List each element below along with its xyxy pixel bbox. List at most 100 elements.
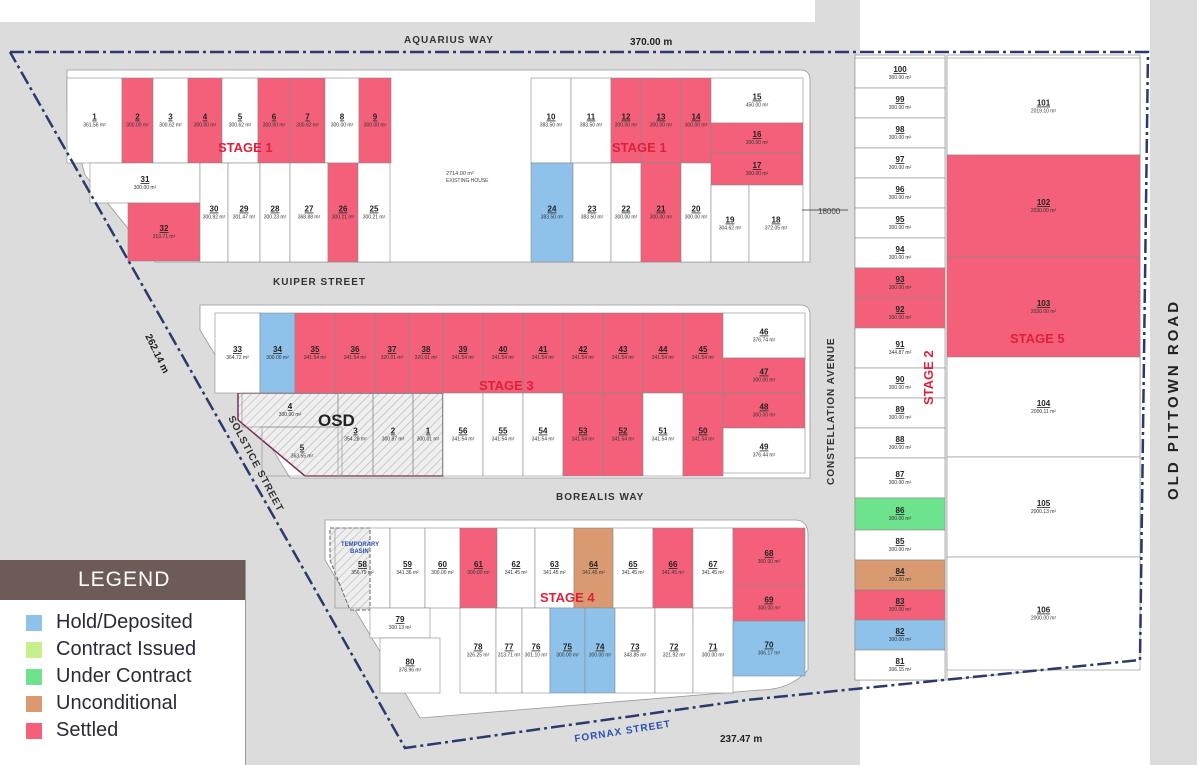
lot-shape[interactable] — [549, 607, 586, 694]
lot-shape[interactable] — [521, 607, 551, 694]
lot-shape[interactable] — [610, 162, 642, 263]
lot-shape[interactable] — [682, 392, 724, 477]
lot-shape[interactable] — [459, 607, 497, 694]
lot-shape[interactable] — [732, 527, 806, 587]
lot-shape[interactable] — [854, 117, 946, 149]
lot-shape[interactable] — [854, 559, 946, 591]
lot-shape[interactable] — [374, 312, 410, 394]
lot-shape[interactable] — [642, 392, 684, 477]
lot-shape[interactable] — [682, 312, 724, 394]
lot-shape[interactable] — [614, 607, 656, 694]
lot-shape[interactable] — [424, 527, 461, 609]
lot-shape[interactable] — [522, 312, 564, 394]
lot-shape[interactable] — [495, 607, 523, 694]
lot-shape[interactable] — [854, 589, 946, 621]
lot-shape[interactable] — [89, 162, 201, 204]
lot-shape[interactable] — [482, 392, 524, 477]
lot-shape[interactable] — [259, 162, 291, 263]
lot-shape[interactable] — [289, 162, 329, 263]
lot-shape[interactable] — [640, 162, 682, 263]
lot-shape[interactable] — [654, 607, 694, 694]
lot-shape[interactable] — [257, 77, 291, 164]
lot-shape[interactable] — [946, 356, 1141, 458]
lot-shape[interactable] — [358, 77, 392, 164]
lot-shape[interactable] — [459, 527, 498, 609]
lot-shape[interactable] — [854, 147, 946, 179]
lot-shape[interactable] — [946, 256, 1141, 358]
lot-shape[interactable] — [732, 620, 806, 677]
lot-shape[interactable] — [584, 607, 616, 694]
lot-shape[interactable] — [642, 312, 684, 394]
lot-shape[interactable] — [127, 202, 201, 262]
lot-shape[interactable] — [854, 397, 946, 429]
lot-shape[interactable] — [289, 77, 326, 164]
lot-shape[interactable] — [748, 184, 804, 263]
lot-shape[interactable] — [261, 426, 343, 477]
lot-shape[interactable] — [652, 527, 694, 609]
lot-shape[interactable] — [612, 527, 654, 609]
lot-shape[interactable] — [357, 162, 391, 263]
lot-shape[interactable] — [610, 77, 642, 164]
lot-shape[interactable] — [854, 457, 946, 499]
lot-shape[interactable] — [680, 77, 712, 164]
lot-shape[interactable] — [722, 312, 806, 359]
lot-shape[interactable] — [710, 122, 804, 154]
lot-shape[interactable] — [854, 237, 946, 269]
lot-shape[interactable] — [327, 162, 359, 263]
lot-shape[interactable] — [602, 392, 644, 477]
lot-shape[interactable] — [946, 57, 1141, 156]
lot-shape[interactable] — [680, 162, 712, 263]
